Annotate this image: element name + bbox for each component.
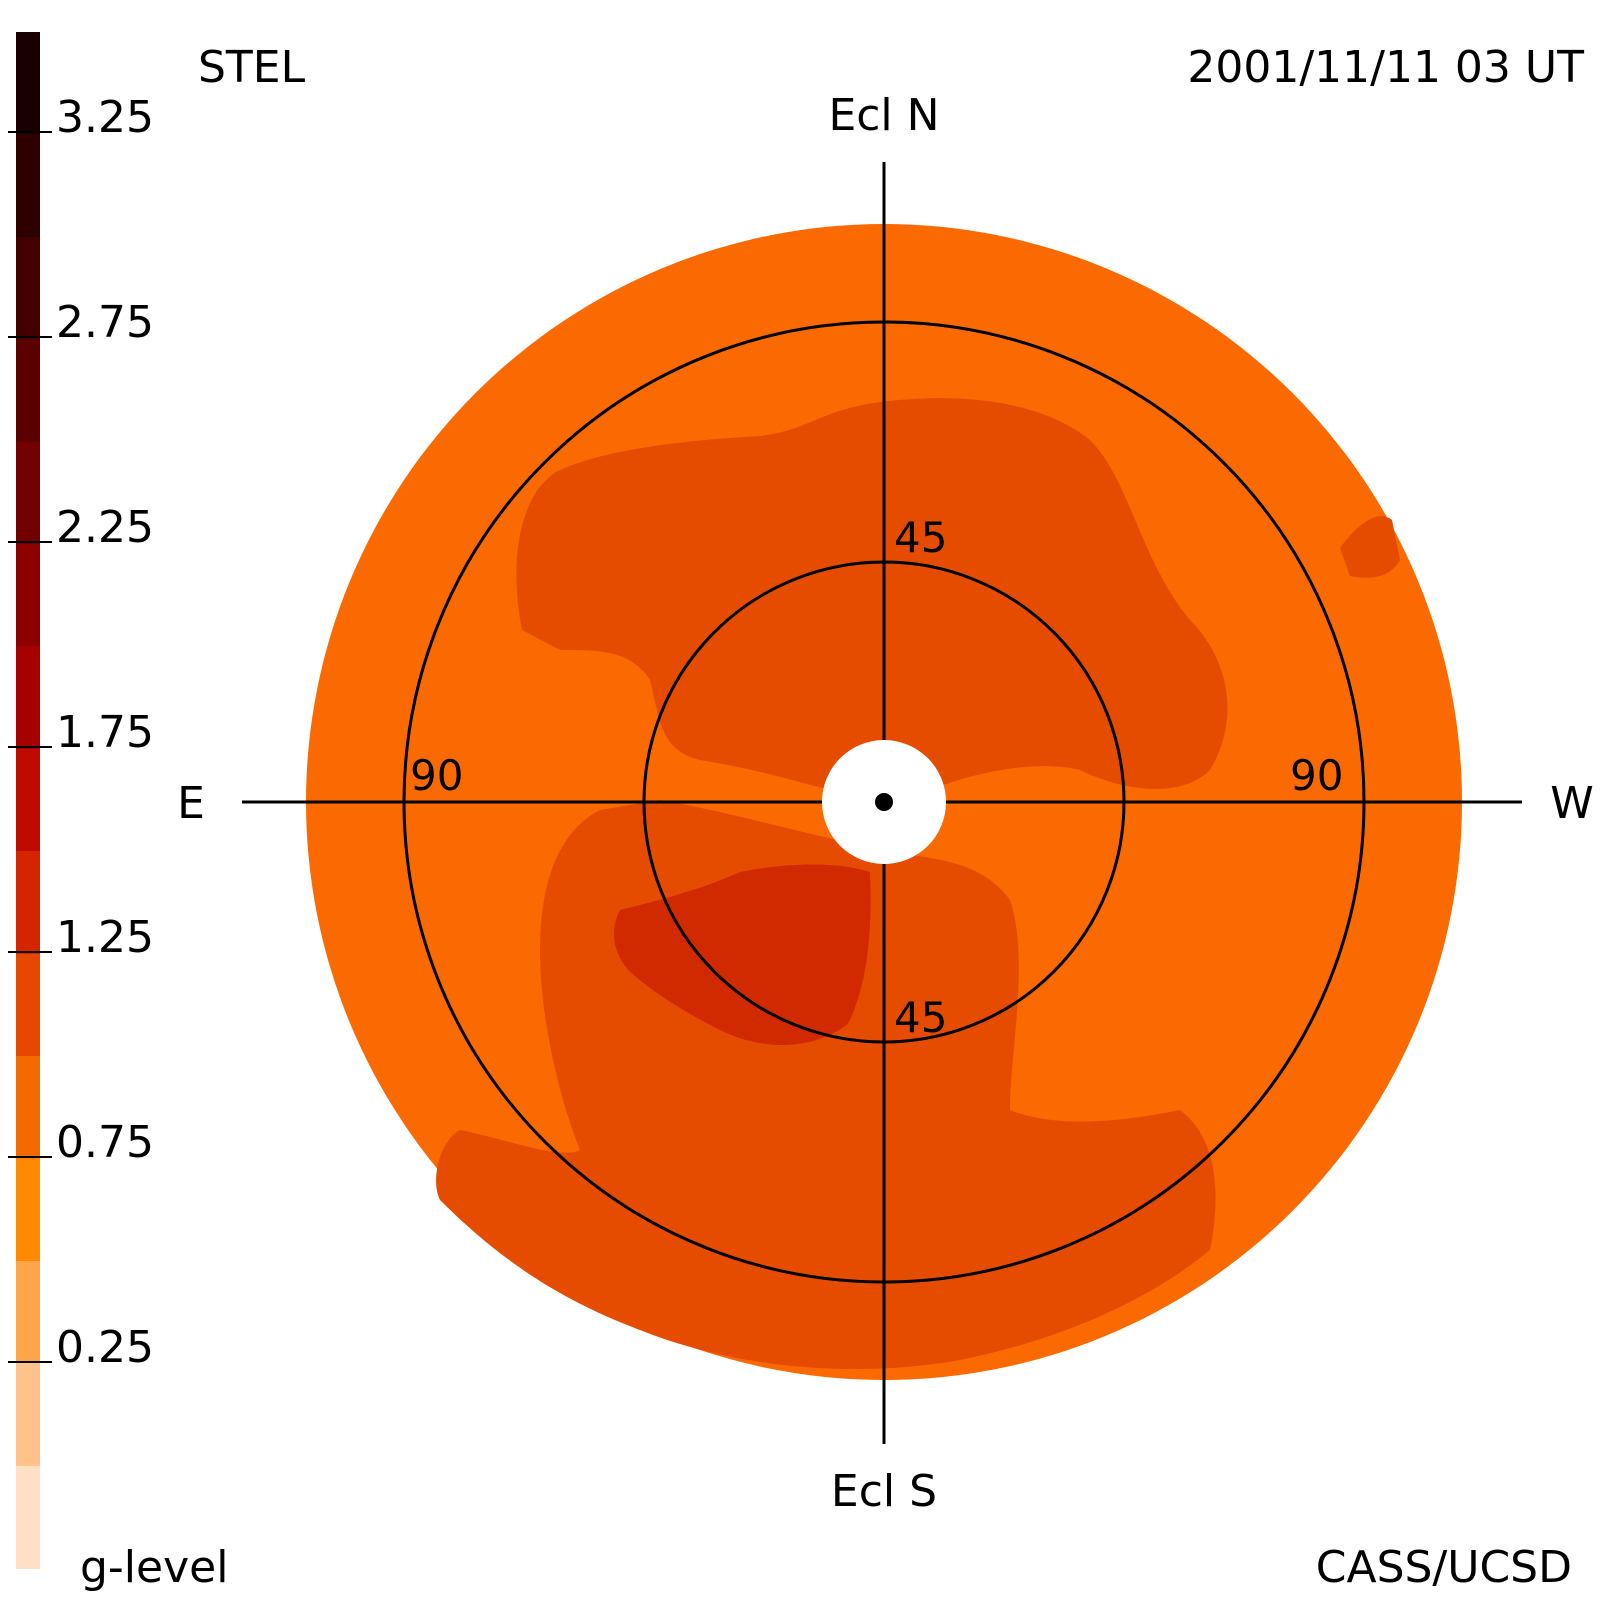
colorbar-tick-label: 1.25 bbox=[56, 912, 154, 963]
colorbar-tick-label: 2.25 bbox=[56, 502, 154, 553]
colorbar-tick bbox=[8, 131, 52, 133]
ring-label-inner-north: 45 bbox=[894, 513, 947, 562]
instrument-label: STEL bbox=[198, 42, 306, 93]
colorbar-segment bbox=[16, 748, 40, 853]
colorbar bbox=[16, 32, 40, 1569]
colorbar-tick-label: 1.75 bbox=[56, 707, 154, 758]
mid-level-region-north bbox=[516, 398, 1228, 802]
colorbar-segment bbox=[16, 32, 40, 136]
high-level-region bbox=[613, 864, 871, 1046]
colorbar-tick-label: 0.75 bbox=[56, 1117, 154, 1168]
colorbar-segment bbox=[16, 1158, 40, 1262]
direction-north: Ecl N bbox=[828, 90, 939, 141]
colorbar-segment bbox=[16, 1260, 40, 1365]
colorbar-segment bbox=[16, 953, 40, 1057]
colorbar-segment bbox=[16, 1056, 40, 1160]
colorbar-tick-label: 2.75 bbox=[56, 297, 154, 348]
colorbar-segment bbox=[16, 646, 40, 750]
colorbar-segment bbox=[16, 441, 40, 545]
sun-marker bbox=[875, 793, 893, 811]
colorbar-tick bbox=[8, 336, 52, 338]
colorbar-title: g-level bbox=[80, 1542, 229, 1593]
colorbar-tick bbox=[8, 951, 52, 953]
colorbar-tick bbox=[8, 541, 52, 543]
direction-south: Ecl S bbox=[831, 1466, 937, 1517]
mid-level-patch-northeast bbox=[1340, 516, 1400, 578]
datetime-label: 2001/11/11 03 UT bbox=[1187, 42, 1584, 93]
ring-label-inner-south: 45 bbox=[894, 993, 947, 1042]
colorbar-segment bbox=[16, 851, 40, 955]
credit-label: CASS/UCSD bbox=[1315, 1542, 1572, 1593]
colorbar-segment bbox=[16, 1363, 40, 1467]
colorbar-tick bbox=[8, 1156, 52, 1158]
colorbar-segment bbox=[16, 544, 40, 648]
colorbar-tick bbox=[8, 1361, 52, 1363]
colorbar-segment bbox=[16, 134, 40, 238]
colorbar-segment bbox=[16, 1465, 40, 1569]
colorbar-segment bbox=[16, 236, 40, 341]
colorbar-segment bbox=[16, 339, 40, 443]
ring-label-outer-east: 90 bbox=[410, 751, 463, 800]
direction-west: W bbox=[1550, 778, 1594, 829]
colorbar-tick-label: 3.25 bbox=[56, 92, 154, 143]
ring-label-outer-west: 90 bbox=[1290, 751, 1343, 800]
colorbar-tick-label: 0.25 bbox=[56, 1322, 154, 1373]
direction-east: E bbox=[177, 778, 205, 829]
colorbar-tick bbox=[8, 746, 52, 748]
